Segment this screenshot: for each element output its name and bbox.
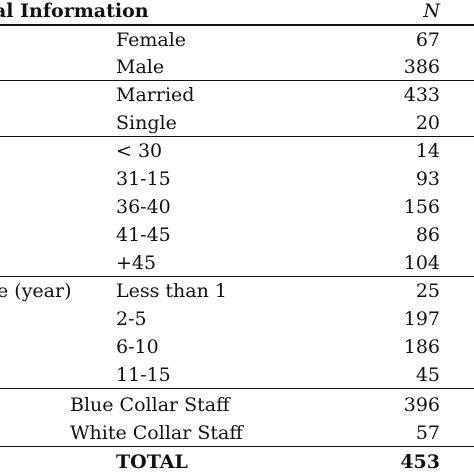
total-n: 453 [400, 451, 440, 473]
row-age-31-15-n: 93 [415, 168, 440, 190]
row-age-36-40-label: 36-40 [116, 196, 171, 218]
divider-gender [0, 80, 474, 81]
row-age-31-15-label: 31-15 [116, 168, 171, 190]
header-n: N [423, 0, 440, 22]
row-age-under30-label: < 30 [116, 140, 163, 162]
row-blue-collar-n: 396 [403, 394, 440, 416]
divider-total [0, 446, 474, 447]
row-exp-11-15-n: 45 [415, 364, 440, 386]
row-blue-collar-label: Blue Collar Staff [70, 394, 230, 416]
row-married-label: Married [116, 84, 195, 106]
row-single-n: 20 [415, 112, 440, 134]
row-exp-2-5-label: 2-5 [116, 308, 147, 330]
row-age-41-45-n: 86 [415, 224, 440, 246]
experience-group-label: e (year) [0, 280, 72, 302]
row-age-41-45-label: 41-45 [116, 224, 171, 246]
row-white-collar-label: White Collar Staff [70, 422, 243, 444]
row-age-over45-label: +45 [116, 252, 157, 274]
row-female-label: Female [116, 29, 187, 51]
row-married-n: 433 [403, 84, 440, 106]
total-label: TOTAL [116, 451, 188, 473]
divider-age [0, 276, 474, 277]
row-exp-6-10-n: 186 [403, 336, 440, 358]
divider-marital [0, 136, 474, 137]
row-age-over45-n: 104 [403, 252, 440, 274]
header-information: al Information [0, 0, 149, 22]
row-male-label: Male [116, 56, 165, 78]
row-female-n: 67 [415, 29, 440, 51]
row-white-collar-n: 57 [415, 422, 440, 444]
row-exp-6-10-label: 6-10 [116, 336, 159, 358]
row-single-label: Single [116, 112, 177, 134]
header-rule [0, 24, 474, 26]
row-age-under30-n: 14 [415, 140, 440, 162]
row-exp-2-5-n: 197 [403, 308, 440, 330]
row-male-n: 386 [403, 56, 440, 78]
row-exp-less1-n: 25 [415, 280, 440, 302]
divider-experience [0, 388, 474, 389]
row-age-36-40-n: 156 [403, 196, 440, 218]
row-exp-11-15-label: 11-15 [116, 364, 171, 386]
row-exp-less1-label: Less than 1 [116, 280, 227, 302]
